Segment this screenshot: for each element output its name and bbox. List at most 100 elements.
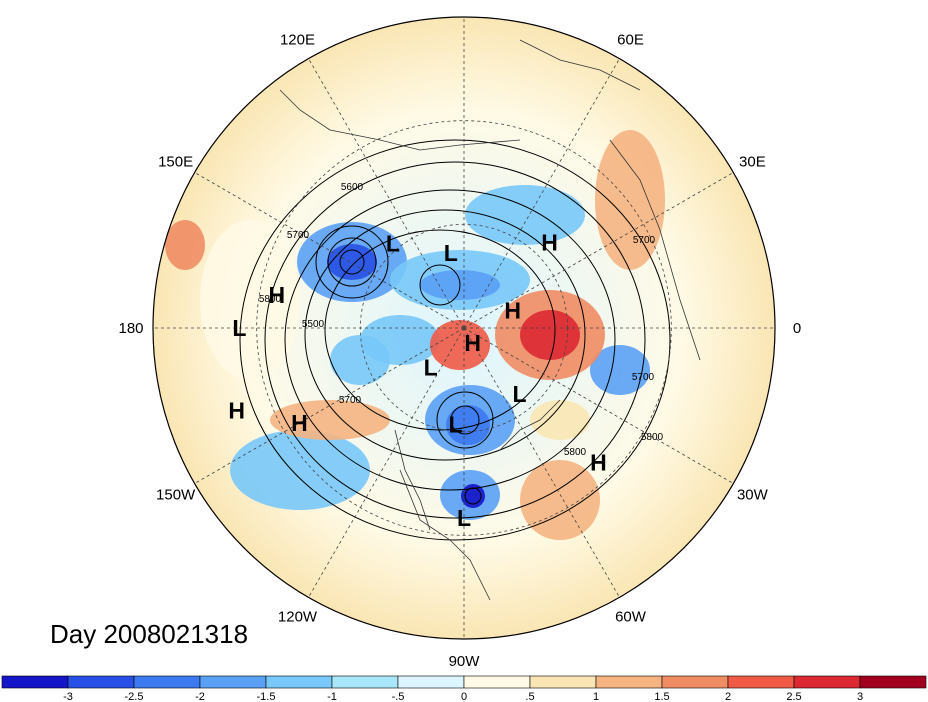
colorbar-segment <box>199 675 267 689</box>
colorbar-segment <box>397 675 465 689</box>
coastline <box>279 89 331 131</box>
colorbar-segment <box>133 675 201 689</box>
colorbar-segment <box>67 675 135 689</box>
contour-label: 5500 <box>302 319 325 330</box>
colorbar-segment <box>463 675 531 689</box>
low-pressure-label: L <box>444 240 458 266</box>
colorbar-tick-label: 2.5 <box>786 691 801 702</box>
longitude-label: 150E <box>158 154 193 171</box>
longitude-label: 150W <box>156 487 196 504</box>
anomaly-region <box>430 320 490 370</box>
colorbar-segment <box>1 675 69 689</box>
low-pressure-label: L <box>424 355 438 381</box>
anomaly-region <box>520 460 600 540</box>
height-contour <box>450 405 480 435</box>
meridian-line <box>463 172 734 329</box>
contour-label: 5800 <box>641 432 664 443</box>
meridian-line <box>463 327 734 484</box>
height-contour <box>339 249 365 275</box>
colorbar-tick-label: 0 <box>461 691 467 702</box>
height-contour <box>419 264 461 306</box>
longitude-label: 120E <box>280 32 315 49</box>
anomaly-region <box>165 220 205 270</box>
colorbar: -3 -2.5 -2 -1.5 -1 -.5 0 .5 1 1.5 2 2.5 3 <box>1 675 927 702</box>
anomaly-region <box>595 130 665 270</box>
high-pressure-label: H <box>541 229 558 255</box>
high-pressure-label: H <box>291 410 308 436</box>
colorbar-tick-label: -2 <box>195 691 205 702</box>
height-contour <box>284 189 616 491</box>
contour-label: 5700 <box>632 372 655 383</box>
anomaly-region <box>330 335 390 385</box>
coastline <box>609 139 701 361</box>
contour-label: 5600 <box>341 182 364 193</box>
colorbar-tick-label: 1.5 <box>654 691 669 702</box>
colorbar-segment <box>265 675 333 689</box>
latitude-circle <box>256 120 672 536</box>
colorbar-segment <box>331 675 399 689</box>
anomaly-region <box>200 220 300 380</box>
low-pressure-label: L <box>512 381 526 407</box>
colorbar-segment <box>595 675 663 689</box>
colorbar-tick-label: 1 <box>593 691 599 702</box>
low-pressure-label: L <box>449 411 463 437</box>
high-pressure-label: H <box>228 398 245 424</box>
longitude-label: 0 <box>793 320 801 337</box>
colorbar-tick-label: .5 <box>525 691 534 702</box>
coastline <box>399 469 491 601</box>
contour-label: 5800 <box>259 294 282 305</box>
contour-label: 5800 <box>564 447 587 458</box>
contour-label: 5700 <box>287 230 310 241</box>
low-pressure-label: L <box>457 505 471 531</box>
colorbar-segment <box>661 675 729 689</box>
meridian-line <box>463 58 620 329</box>
meridian-line <box>194 172 465 329</box>
coastline <box>329 129 521 151</box>
height-contour <box>315 225 389 299</box>
anomaly-region <box>327 244 377 280</box>
colorbar-tick-label: -2.5 <box>125 691 144 702</box>
high-pressure-label: H <box>464 330 481 356</box>
height-contour <box>327 237 377 287</box>
longitude-label: 90W <box>449 653 481 670</box>
height-contour <box>304 209 586 461</box>
longitude-label: 120W <box>278 608 318 625</box>
height-contour <box>436 391 494 449</box>
colorbar-segment <box>793 675 861 689</box>
coastline <box>519 39 641 91</box>
anomaly-region <box>465 185 585 245</box>
colorbar-segment <box>529 675 597 689</box>
contour-labels: 5600 5700 5800 5500 5700 5700 5800 5800 5700 <box>259 182 664 458</box>
colorbar-tick-label: -.5 <box>392 691 405 702</box>
anomaly-region <box>230 430 370 510</box>
high-pressure-label: H <box>590 449 607 475</box>
height-contour <box>324 229 556 431</box>
meridian-line <box>308 58 465 329</box>
coastline <box>499 399 561 451</box>
anomaly-region <box>270 400 390 440</box>
colorbar-segment <box>727 675 795 689</box>
anomaly-region <box>530 400 590 440</box>
colorbar-tick-label: -1 <box>327 691 337 702</box>
low-pressure-label: L <box>386 230 400 256</box>
longitude-label: 90E <box>451 0 478 4</box>
map-boundary <box>152 16 776 640</box>
meridian-line <box>308 327 465 598</box>
meridian-line <box>463 327 620 598</box>
longitude-label: 180 <box>118 320 143 337</box>
height-contour <box>464 487 482 505</box>
colorbar-tick-label: -1.5 <box>257 691 276 702</box>
colorbar-segment <box>859 675 927 689</box>
anomaly-region <box>590 345 650 395</box>
anomaly-region <box>446 405 490 445</box>
low-pressure-label: L <box>232 315 246 341</box>
date-title: Day 2008021318 <box>50 619 249 649</box>
longitude-label: 30E <box>739 154 766 171</box>
longitude-labels: 90E 60E 30E 0 30W 60W 90W 120W 150W 180 150E 120E <box>118 0 801 670</box>
coastline <box>394 429 431 531</box>
height-contour <box>264 161 646 519</box>
high-pressure-label: H <box>504 297 521 323</box>
height-contour <box>239 139 671 541</box>
anomaly-region <box>520 310 580 360</box>
